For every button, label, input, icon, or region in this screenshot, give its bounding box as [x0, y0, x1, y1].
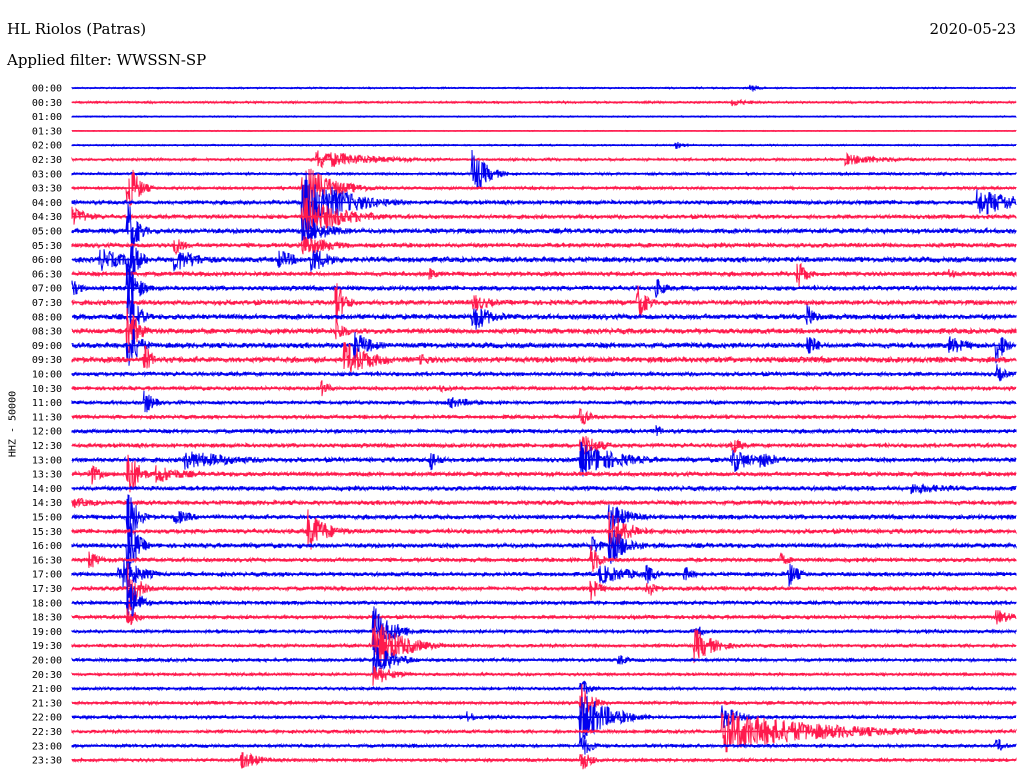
- trace-line: [71, 287, 1017, 332]
- row-time-label: 16:00: [32, 541, 62, 552]
- trace-line: [71, 364, 1017, 382]
- row-time-label: 10:30: [32, 384, 62, 395]
- trace-line: [71, 262, 1017, 287]
- row-time-label: 12:00: [32, 427, 62, 438]
- row-time-label: 02:30: [32, 155, 62, 166]
- row-time-label: 00:30: [32, 98, 62, 109]
- row-time-label: 00:00: [32, 84, 62, 95]
- row-time-label: 13:00: [32, 455, 62, 466]
- row-time-label: 08:00: [32, 312, 62, 323]
- row-time-label: 20:30: [32, 670, 62, 681]
- row-time-label: 05:30: [32, 241, 62, 252]
- record-date: 2020-05-23: [929, 20, 1016, 38]
- trace-line: [71, 425, 1017, 437]
- trace-line: [71, 735, 1017, 755]
- row-time-label: 11:30: [32, 412, 62, 423]
- row-time-label: 14:00: [32, 484, 62, 495]
- row-time-label: 01:00: [32, 112, 62, 123]
- trace-line: [71, 441, 1017, 477]
- trace-line: [71, 149, 1017, 189]
- row-time-label: 21:00: [32, 684, 62, 695]
- row-time-label: 01:30: [32, 126, 62, 137]
- row-time-label: 08:30: [32, 327, 62, 338]
- row-time-label: 02:00: [32, 141, 62, 152]
- row-time-label: 15:30: [32, 527, 62, 538]
- trace-line: [71, 172, 1017, 237]
- row-time-label: 23:30: [32, 756, 62, 767]
- trace-line: [71, 579, 1017, 621]
- station-title: HL Riolos (Patras): [7, 20, 147, 38]
- row-time-label: 17:00: [32, 570, 62, 581]
- trace-line: [71, 245, 1017, 285]
- row-time-label: 09:00: [32, 341, 62, 352]
- row-time-label: 22:00: [32, 713, 62, 724]
- row-time-label: 13:30: [32, 470, 62, 481]
- row-time-label: 10:00: [32, 370, 62, 381]
- filter-label: Applied filter: WWSSN-SP: [7, 51, 207, 69]
- row-time-label: 15:00: [32, 513, 62, 524]
- row-time-label: 09:30: [32, 355, 62, 366]
- row-time-label: 07:30: [32, 298, 62, 309]
- trace-line: [71, 168, 1017, 211]
- row-time-label: 06:00: [32, 255, 62, 266]
- row-time-label: 04:00: [32, 198, 62, 209]
- trace-line: [71, 752, 1017, 770]
- row-time-label: 22:30: [32, 727, 62, 738]
- row-time-label: 14:30: [32, 498, 62, 509]
- row-time-label: 03:00: [32, 169, 62, 180]
- trace-line: [71, 545, 1017, 572]
- row-time-label: 11:00: [32, 398, 62, 409]
- row-time-label: 20:00: [32, 656, 62, 667]
- row-time-label: 07:00: [32, 284, 62, 295]
- row-time-label: 04:30: [32, 212, 62, 223]
- row-time-label: 21:30: [32, 698, 62, 709]
- row-time-label: 23:00: [32, 741, 62, 752]
- row-time-label: 05:00: [32, 227, 62, 238]
- trace-line: [71, 646, 1017, 676]
- row-time-label: 17:30: [32, 584, 62, 595]
- row-time-label: 12:30: [32, 441, 62, 452]
- row-time-label: 16:30: [32, 555, 62, 566]
- row-time-label: 18:30: [32, 613, 62, 624]
- row-time-label: 19:30: [32, 641, 62, 652]
- trace-line: [71, 390, 1017, 413]
- row-time-label: 19:00: [32, 627, 62, 638]
- row-time-label: 06:30: [32, 269, 62, 280]
- trace-line: [71, 563, 1017, 617]
- row-time-label: 03:30: [32, 184, 62, 195]
- trace-line: [71, 203, 1017, 250]
- row-time-label: 18:00: [32, 598, 62, 609]
- trace-line: [71, 665, 1017, 686]
